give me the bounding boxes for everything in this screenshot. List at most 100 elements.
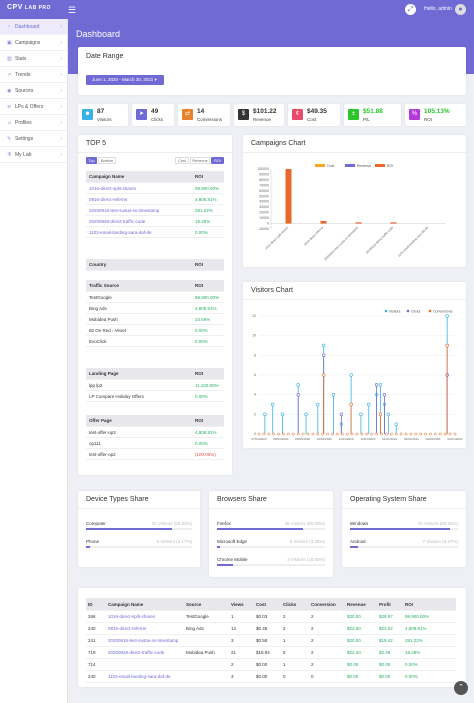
table-row[interactable]: op111 0.00% (86, 438, 224, 449)
row-roi: 0.00% (195, 230, 208, 235)
roi-bar (355, 222, 362, 224)
sidebar-item-label: Dashboard (15, 23, 40, 30)
table-row[interactable]: 240 0916-direct-referrer Bing Ads 14 $0.48 2 2… (86, 623, 456, 635)
table-row[interactable]: ExoClick 0.00% (86, 336, 224, 347)
sidebar-item-trends[interactable]: ↗ Trends › (0, 67, 67, 83)
chevron-right-icon: › (60, 119, 62, 126)
sidebar-item-settings[interactable]: ✎ Settings › (0, 131, 67, 147)
metric-revenue-button[interactable]: Revenue (190, 157, 210, 164)
column-header[interactable]: ROI (405, 602, 414, 607)
row-name[interactable]: 0916-direct-referrer (89, 197, 128, 202)
y-tick-label: 0 (267, 222, 269, 226)
table-cell[interactable]: 1016-direct-split-shares (108, 614, 156, 619)
sidebar-item-campaigns[interactable]: ▣ Campaigns › (0, 35, 67, 51)
chart-icon: ◔ (7, 23, 11, 30)
column-header[interactable]: Campaign Name (108, 602, 144, 607)
baseline-point (340, 432, 344, 436)
clicks-point (382, 392, 387, 397)
row-name: LP Compare Holiday Offers (89, 394, 144, 399)
table-row[interactable]: 241 20200916-test-sustai-ss-timestamp 3 $0.… (86, 635, 456, 647)
sidebar-item-dashboard[interactable]: ◔ Dashboard › (0, 19, 67, 35)
brand-logo[interactable]: CPV LAB PRO (7, 4, 51, 11)
row-name[interactable]: 20200916-test-sustai-ss-timestamp (89, 208, 160, 213)
table-cell[interactable] (106, 659, 184, 670)
table-row[interactable]: 266 1016-direct-split-shares TestGoogle 1 $0… (86, 611, 456, 623)
share-bar-fill (350, 528, 451, 530)
column-header[interactable]: ID (88, 602, 93, 607)
table-row[interactable]: TestGoogle 99,900.00% (86, 292, 224, 303)
menu-toggle-icon[interactable]: ☰ (68, 5, 77, 15)
campaign-table: ID Campaign Name Source Views Cost Clicks Conv… (86, 598, 456, 683)
table-row[interactable]: LP Compare Holiday Offers 0.00% (86, 391, 224, 402)
date-range-picker[interactable]: June 1, 2020 - March 30, 2021 ▾ (86, 75, 164, 85)
table-row[interactable]: 1016-direct-split-shares 99,900.00% (86, 183, 224, 194)
table-header: Landing Page ROI (86, 368, 224, 380)
sidebar-item-sources[interactable]: ◉ Sources › (0, 83, 67, 99)
roi-bar (285, 169, 292, 224)
baseline-point (287, 432, 290, 436)
baseline-point (443, 432, 447, 436)
x-tick-label: 01/01/2021 (382, 437, 397, 441)
user-greeting[interactable]: Hello, admin (424, 6, 452, 12)
baseline-point (424, 432, 427, 436)
sidebar-item-profiles[interactable]: ☺ Profiles › (0, 115, 67, 131)
scroll-top-button[interactable]: ⌃ (454, 681, 468, 695)
column-header[interactable]: Revenue (347, 602, 366, 607)
table-row[interactable]: 1103-email-landing-sara-daf-de 0.00% (86, 227, 224, 238)
metric-cost-button[interactable]: Cost (175, 157, 189, 164)
column-header[interactable]: Clicks (283, 602, 297, 607)
column-header[interactable]: Source (186, 602, 202, 607)
row-name[interactable]: 1016-direct-split-shares (89, 186, 137, 191)
tab-top[interactable]: Top (86, 157, 97, 164)
clicks-point (374, 383, 379, 387)
row-name[interactable]: 1103-email-landing-sara-daf-de (89, 230, 152, 235)
row-roi: 0.00% (195, 328, 208, 333)
baseline-point (419, 432, 423, 436)
sidebar-item-stats[interactable]: ▥ Stats › (0, 51, 67, 67)
table-cell[interactable]: 20200828-direct-traffic-code (108, 650, 165, 655)
column-header[interactable]: Cost (256, 602, 266, 607)
legend-label: Revenue (357, 164, 371, 168)
table-row[interactable]: 714 2 $0.00 1 2 $0.00 $0.00 0.00% (86, 659, 456, 671)
baseline-point (360, 432, 364, 436)
table-cell[interactable]: 20200916-test-sustai-ss-timestamp (108, 638, 179, 643)
legend-swatch (315, 164, 325, 167)
avatar[interactable]: ● (455, 4, 466, 15)
conversions-point (378, 412, 383, 417)
metric-roi-button[interactable]: ROI (211, 157, 224, 164)
tab-bottom[interactable]: Bottom (98, 157, 116, 164)
y-tick-label: 30000 (259, 205, 269, 209)
row-roi: 4,808.81% (195, 430, 217, 435)
baseline-point (267, 432, 271, 436)
table-row[interactable]: test-offer-op3 4,808.81% (86, 427, 224, 438)
table-row[interactable]: Mobidea Push 24.66% (86, 314, 224, 325)
column-header[interactable]: Conversion (311, 602, 336, 607)
column-header: Traffic Source (89, 283, 120, 288)
row-name: TestGoogle (89, 295, 112, 300)
table-row[interactable]: 0916-direct-referrer 4,808.81% (86, 194, 224, 205)
table-cell[interactable]: 1103-email-landing-sara-daf-de (108, 674, 171, 679)
share-row: Computer 32 Visitors (80.83%) (86, 521, 192, 526)
share-bar (217, 528, 325, 530)
fullscreen-icon[interactable]: ⤢ (405, 4, 416, 15)
baseline-point (385, 432, 388, 436)
stat-roi: % 105.13% ROI (405, 104, 466, 126)
sidebar-item-my-lab[interactable]: ⚗ My Lab › (0, 147, 67, 163)
table-row[interactable]: 20200916-test-sustai-ss-timestamp 281.22% (86, 205, 224, 216)
table-row[interactable]: lpp lp2 11,100.00% (86, 380, 224, 391)
column-header[interactable]: Profit (379, 602, 391, 607)
row-name[interactable]: 20200828-direct-traffic-code (89, 219, 146, 224)
table-row[interactable]: Bing Ads 4,808.81% (86, 303, 224, 314)
table-row[interactable]: test-offer-op2 (100.00%) (86, 449, 224, 460)
x-tick-label: 0916-direct-referrer (303, 225, 324, 246)
sidebar-item-lps-offers[interactable]: ≋ LPs & Offers › (0, 99, 67, 115)
table-row[interactable]: 240 1103-email-landing-sara-daf-de 3 $0.00 0… (86, 671, 456, 683)
visitors-point (386, 412, 391, 417)
table-cell[interactable]: 0916-direct-referrer (108, 626, 147, 631)
table-row[interactable]: 719 20200828-direct-traffic-code Mobidea P… (86, 647, 456, 659)
device-share-card: Device Types Share Computer 32 Visitors (8… (78, 491, 200, 567)
column-header[interactable]: Views (231, 602, 244, 607)
share-value: 3 Visitors (15.00%) (287, 557, 325, 562)
table-row[interactable]: 20200828-direct-traffic-code 18.28% (86, 216, 224, 227)
table-row[interactable]: 50 On Red - Vexet 0.00% (86, 325, 224, 336)
